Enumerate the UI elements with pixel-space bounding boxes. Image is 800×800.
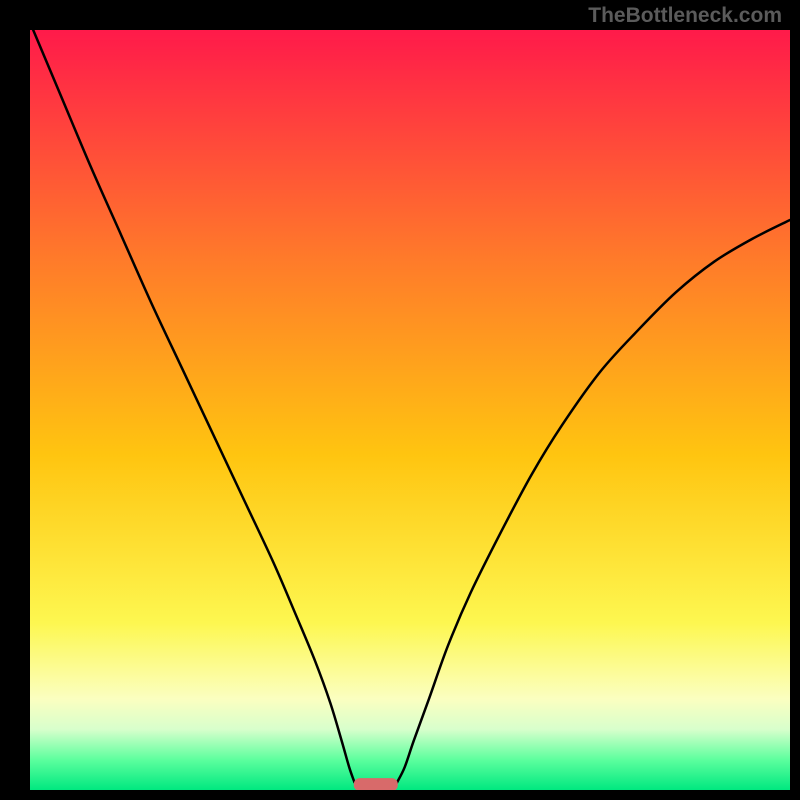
chart-svg <box>0 0 800 800</box>
optimal-marker <box>354 778 398 791</box>
chart-container: TheBottleneck.com <box>0 0 800 800</box>
plot-background <box>30 30 790 790</box>
watermark-text: TheBottleneck.com <box>588 4 782 28</box>
